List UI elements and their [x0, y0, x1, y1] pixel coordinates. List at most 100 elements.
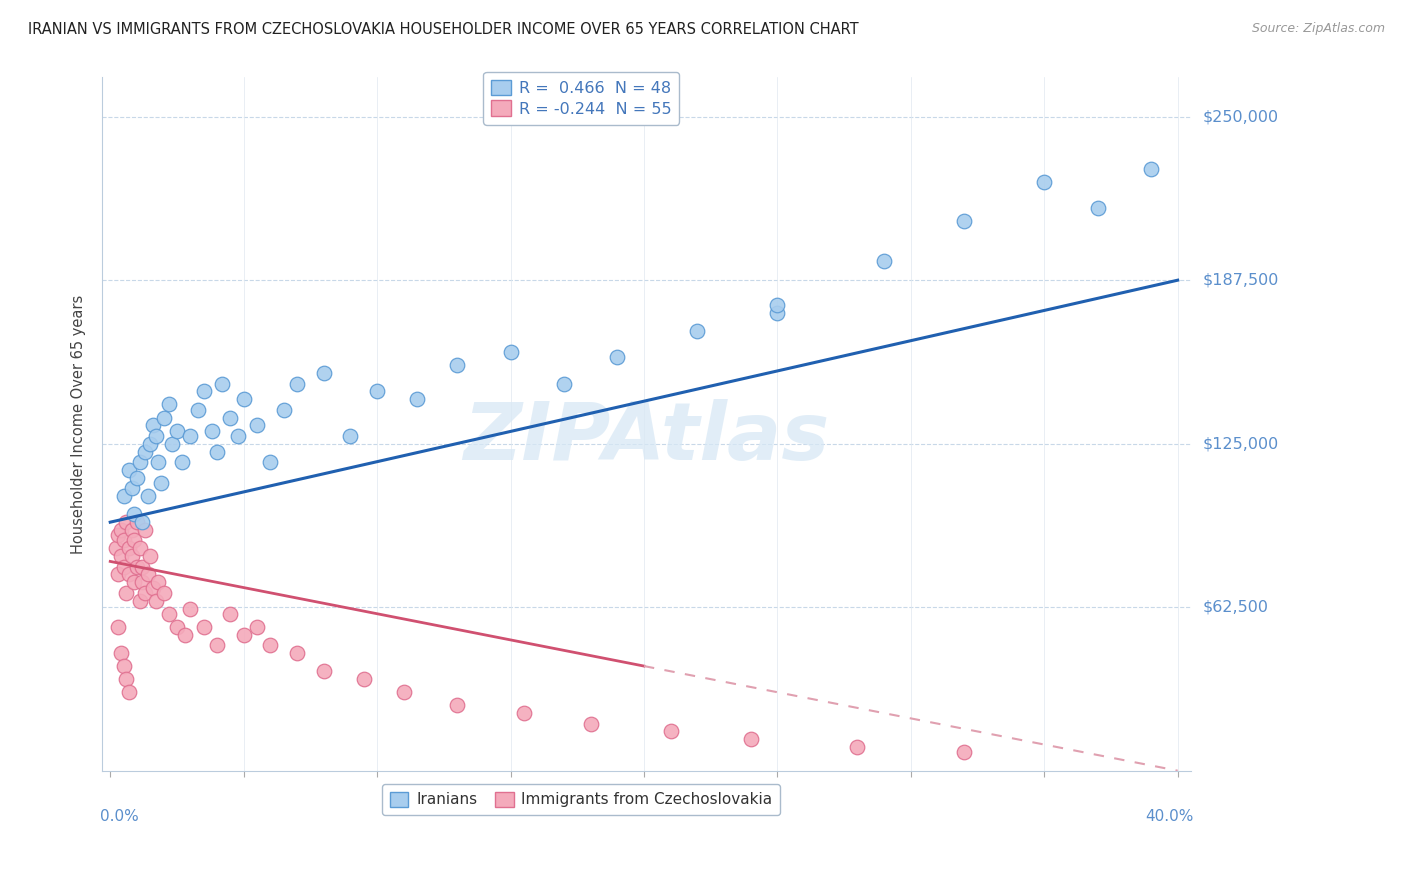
Point: [312, 366, 335, 380]
Point: [122, 575, 145, 590]
Point: [193, 620, 215, 634]
Text: Source: ZipAtlas.com: Source: ZipAtlas.com: [1251, 22, 1385, 36]
Point: [152, 586, 174, 600]
Point: [499, 345, 522, 359]
Point: [766, 306, 789, 320]
Point: [366, 384, 388, 399]
Text: 0.0%: 0.0%: [100, 809, 139, 824]
Point: [246, 620, 269, 634]
Point: [179, 429, 201, 443]
Point: [136, 567, 159, 582]
Point: [166, 424, 188, 438]
Point: [134, 586, 156, 600]
Point: [553, 376, 575, 391]
Point: [110, 549, 132, 564]
Point: [172, 455, 194, 469]
Point: [121, 549, 143, 564]
Point: [285, 646, 308, 660]
Point: [142, 418, 165, 433]
Point: [125, 471, 148, 485]
Point: [139, 436, 162, 450]
Point: [148, 455, 170, 469]
Point: [953, 745, 976, 759]
Point: [579, 716, 602, 731]
Point: [740, 732, 762, 747]
Text: $250,000: $250,000: [1202, 109, 1278, 124]
Point: [686, 324, 709, 338]
Point: [174, 628, 197, 642]
Point: [312, 665, 335, 679]
Point: [125, 559, 148, 574]
Point: [125, 515, 148, 529]
Point: [118, 685, 141, 699]
Point: [513, 706, 536, 720]
Point: [873, 253, 896, 268]
Point: [201, 424, 224, 438]
Point: [115, 515, 138, 529]
Point: [112, 533, 135, 548]
Text: IRANIAN VS IMMIGRANTS FROM CZECHOSLOVAKIA HOUSEHOLDER INCOME OVER 65 YEARS CORRE: IRANIAN VS IMMIGRANTS FROM CZECHOSLOVAKI…: [28, 22, 859, 37]
Point: [152, 410, 174, 425]
Point: [179, 601, 201, 615]
Point: [136, 489, 159, 503]
Point: [110, 646, 132, 660]
Point: [157, 397, 180, 411]
Point: [392, 685, 415, 699]
Point: [128, 541, 150, 556]
Point: [259, 638, 281, 652]
Text: 40.0%: 40.0%: [1144, 809, 1194, 824]
Text: $62,500: $62,500: [1202, 599, 1268, 615]
Point: [122, 508, 145, 522]
Point: [160, 436, 183, 450]
Text: $125,000: $125,000: [1202, 436, 1278, 451]
Point: [211, 376, 233, 391]
Point: [139, 549, 162, 564]
Point: [112, 559, 135, 574]
Point: [1087, 201, 1109, 215]
Point: [122, 533, 145, 548]
Point: [149, 475, 172, 490]
Point: [339, 429, 361, 443]
Point: [273, 402, 295, 417]
Point: [107, 620, 129, 634]
Point: [112, 489, 135, 503]
Point: [219, 607, 242, 621]
Text: $187,500: $187,500: [1202, 273, 1278, 288]
Text: ZIPAtlas: ZIPAtlas: [464, 399, 830, 477]
Point: [145, 429, 167, 443]
Point: [285, 376, 308, 391]
Point: [118, 541, 141, 556]
Legend: Iranians, Immigrants from Czechoslovakia: Iranians, Immigrants from Czechoslovakia: [382, 784, 780, 815]
Point: [118, 463, 141, 477]
Point: [131, 515, 153, 529]
Point: [246, 418, 269, 433]
Point: [107, 528, 129, 542]
Y-axis label: Householder Income Over 65 years: Householder Income Over 65 years: [72, 294, 86, 554]
Point: [107, 567, 129, 582]
Point: [145, 593, 167, 607]
Point: [353, 672, 375, 686]
Point: [232, 392, 254, 407]
Point: [131, 559, 153, 574]
Point: [406, 392, 429, 407]
Point: [115, 672, 138, 686]
Point: [205, 638, 228, 652]
Point: [112, 659, 135, 673]
Point: [606, 351, 628, 365]
Point: [115, 586, 138, 600]
Point: [446, 358, 468, 372]
Point: [142, 581, 165, 595]
Point: [846, 740, 869, 755]
Point: [118, 567, 141, 582]
Point: [157, 607, 180, 621]
Point: [104, 541, 127, 556]
Point: [134, 523, 156, 537]
Point: [953, 214, 976, 228]
Point: [121, 523, 143, 537]
Point: [128, 593, 150, 607]
Point: [446, 698, 468, 713]
Point: [766, 298, 789, 312]
Point: [659, 724, 682, 739]
Point: [121, 481, 143, 495]
Point: [193, 384, 215, 399]
